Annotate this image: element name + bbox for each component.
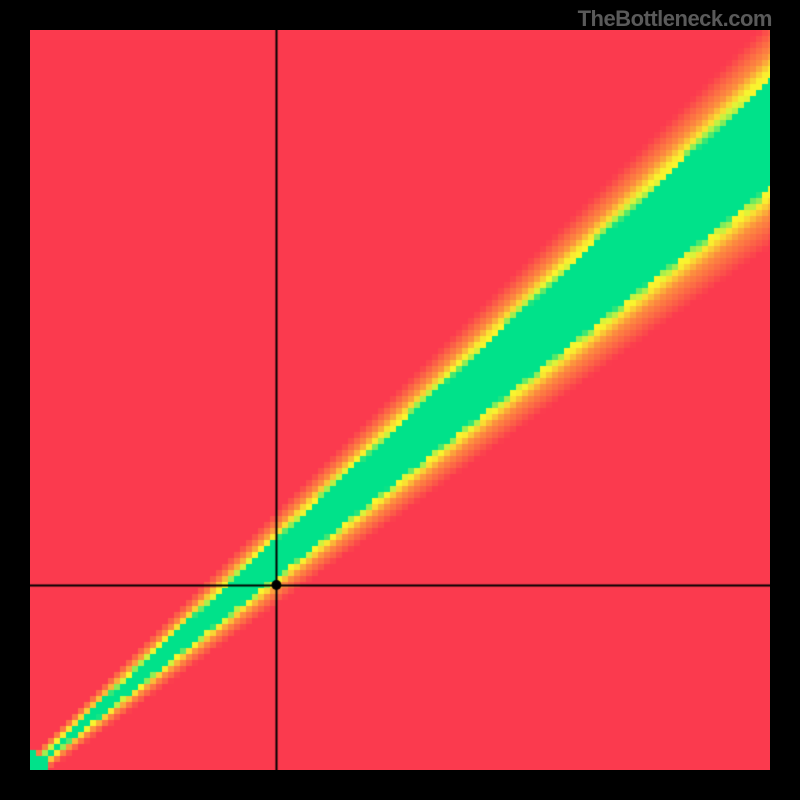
heatmap-canvas xyxy=(30,30,770,770)
bottleneck-heatmap xyxy=(30,30,770,770)
watermark-text: TheBottleneck.com xyxy=(578,6,772,32)
